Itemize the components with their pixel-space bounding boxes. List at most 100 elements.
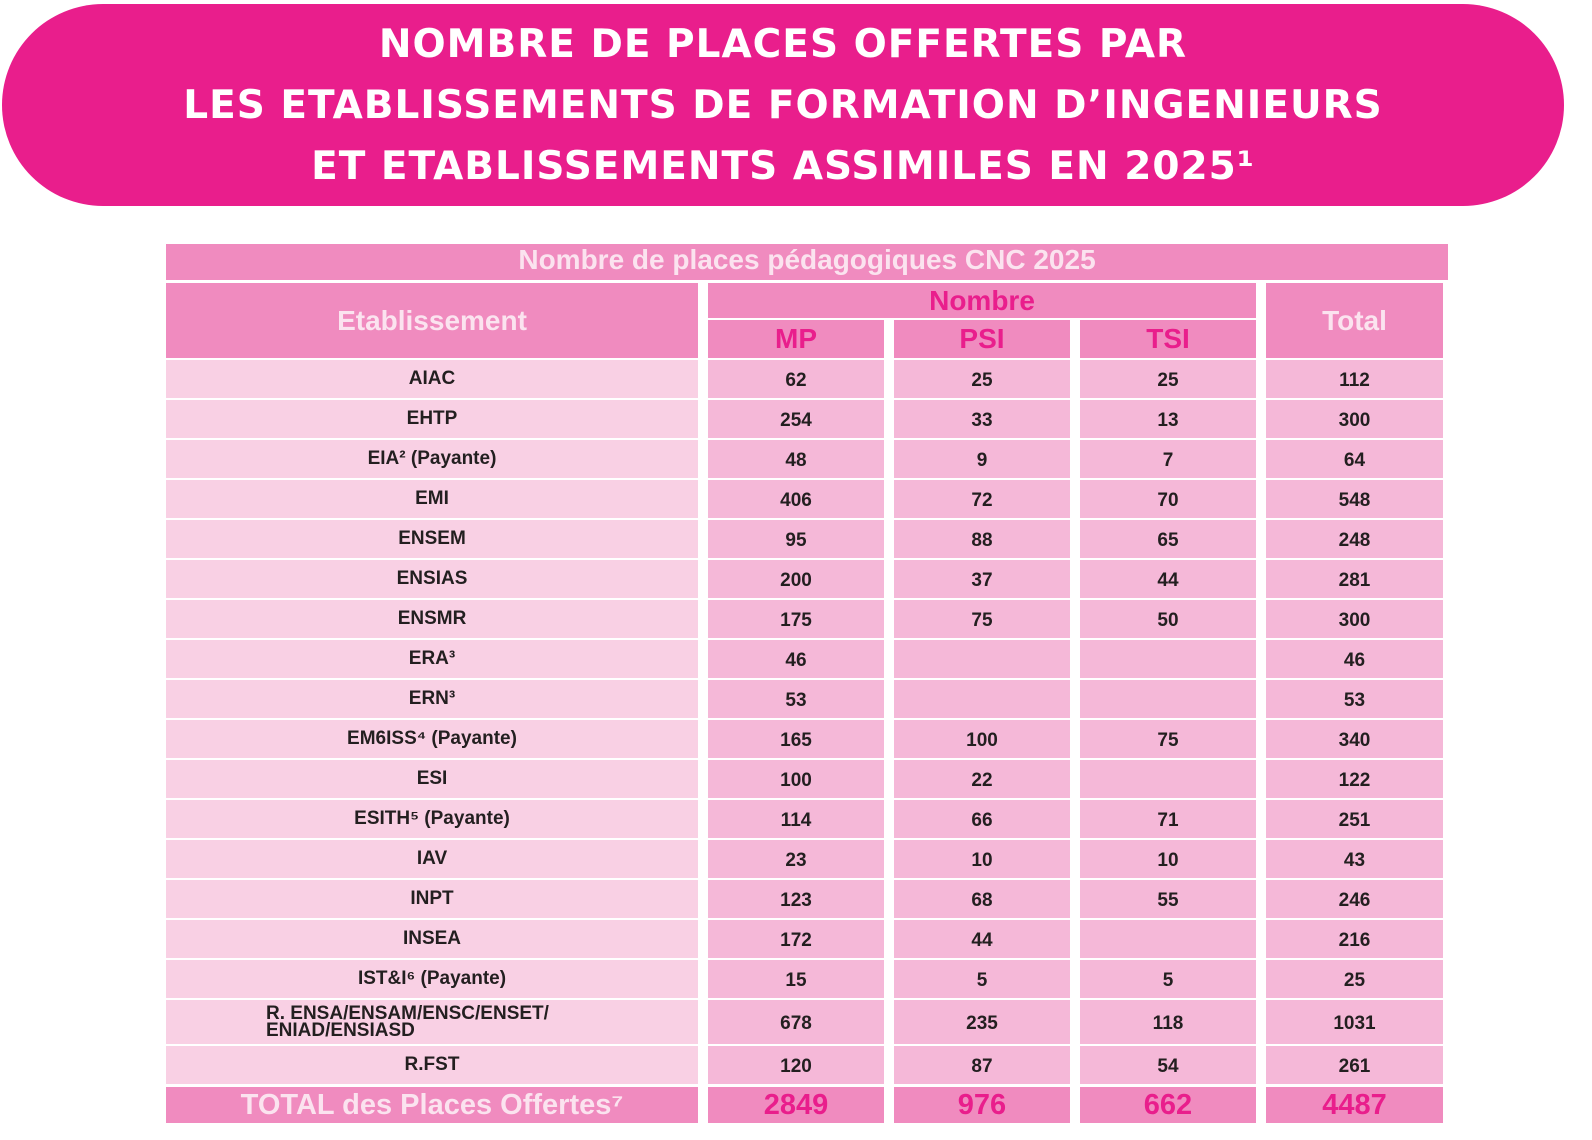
cell-mp: 165 bbox=[708, 720, 884, 758]
row-etablissement: IST&I⁶ (Payante) bbox=[166, 960, 698, 998]
total-row-name: TOTAL des Places Offertes⁷ bbox=[166, 1087, 698, 1123]
row-etablissement: ENSMR bbox=[166, 600, 698, 638]
cell-psi: 44 bbox=[894, 920, 1070, 958]
cell-tsi: 7 bbox=[1080, 440, 1256, 478]
cell-tsi bbox=[1080, 920, 1256, 958]
cell-tsi bbox=[1080, 680, 1256, 718]
cell-mp: 62 bbox=[708, 360, 884, 398]
cell-psi: 88 bbox=[894, 520, 1070, 558]
header-tsi: TSI bbox=[1080, 320, 1256, 358]
cell-psi: 33 bbox=[894, 400, 1070, 438]
total-row-tsi: 662 bbox=[1080, 1087, 1256, 1123]
cell-total: 25 bbox=[1266, 960, 1443, 998]
cell-total: 340 bbox=[1266, 720, 1443, 758]
cell-tsi: 75 bbox=[1080, 720, 1256, 758]
table-caption: Nombre de places pédagogiques CNC 2025 bbox=[166, 244, 1448, 280]
cell-tsi bbox=[1080, 760, 1256, 798]
cell-psi: 72 bbox=[894, 480, 1070, 518]
cell-psi bbox=[894, 680, 1070, 718]
header-mp: MP bbox=[708, 320, 884, 358]
cell-mp: 123 bbox=[708, 880, 884, 918]
table-grid: Etablissement Nombre Total MP PSI TSI AI… bbox=[166, 283, 1448, 1123]
cell-total: 1031 bbox=[1266, 1000, 1443, 1044]
cell-total: 112 bbox=[1266, 360, 1443, 398]
cell-total: 64 bbox=[1266, 440, 1443, 478]
cell-tsi: 10 bbox=[1080, 840, 1256, 878]
cell-tsi bbox=[1080, 640, 1256, 678]
row-etablissement: ERN³ bbox=[166, 680, 698, 718]
header-psi: PSI bbox=[894, 320, 1070, 358]
cell-psi: 68 bbox=[894, 880, 1070, 918]
cell-mp: 114 bbox=[708, 800, 884, 838]
cell-mp: 172 bbox=[708, 920, 884, 958]
title-banner: NOMBRE DE PLACES OFFERTES PAR LES ETABLI… bbox=[2, 4, 1564, 206]
cell-total: 300 bbox=[1266, 600, 1443, 638]
row-etablissement: IAV bbox=[166, 840, 698, 878]
cell-tsi: 55 bbox=[1080, 880, 1256, 918]
cell-tsi: 118 bbox=[1080, 1000, 1256, 1044]
cell-total: 122 bbox=[1266, 760, 1443, 798]
header-etablissement: Etablissement bbox=[166, 283, 698, 358]
cell-tsi: 5 bbox=[1080, 960, 1256, 998]
row-etablissement: EM6ISS⁴ (Payante) bbox=[166, 720, 698, 758]
cell-total: 300 bbox=[1266, 400, 1443, 438]
cell-tsi: 13 bbox=[1080, 400, 1256, 438]
row-etablissement: AIAC bbox=[166, 360, 698, 398]
row-etablissement: ENSIAS bbox=[166, 560, 698, 598]
cell-psi: 5 bbox=[894, 960, 1070, 998]
title-line-2: LES ETABLISSEMENTS DE FORMATION D’INGENI… bbox=[183, 82, 1383, 128]
row-etablissement: ESI bbox=[166, 760, 698, 798]
cell-total: 248 bbox=[1266, 520, 1443, 558]
row-etablissement: EMI bbox=[166, 480, 698, 518]
row-etablissement: INSEA bbox=[166, 920, 698, 958]
cell-mp: 48 bbox=[708, 440, 884, 478]
places-table: Nombre de places pédagogiques CNC 2025 E… bbox=[166, 244, 1448, 1123]
cell-mp: 23 bbox=[708, 840, 884, 878]
title-line-1: NOMBRE DE PLACES OFFERTES PAR bbox=[378, 21, 1188, 67]
cell-total: 53 bbox=[1266, 680, 1443, 718]
cell-total: 281 bbox=[1266, 560, 1443, 598]
cell-mp: 678 bbox=[708, 1000, 884, 1044]
cell-tsi: 25 bbox=[1080, 360, 1256, 398]
cell-tsi: 44 bbox=[1080, 560, 1256, 598]
cell-mp: 95 bbox=[708, 520, 884, 558]
cell-mp: 100 bbox=[708, 760, 884, 798]
cell-psi: 37 bbox=[894, 560, 1070, 598]
cell-psi: 9 bbox=[894, 440, 1070, 478]
cell-mp: 15 bbox=[708, 960, 884, 998]
cell-mp: 46 bbox=[708, 640, 884, 678]
row-etablissement: R. ENSA/ENSAM/ENSC/ENSET/ ENIAD/ENSIASD bbox=[166, 1000, 698, 1044]
cell-mp: 254 bbox=[708, 400, 884, 438]
row-etablissement: EIA² (Payante) bbox=[166, 440, 698, 478]
row-etablissement: ESITH⁵ (Payante) bbox=[166, 800, 698, 838]
cell-psi: 66 bbox=[894, 800, 1070, 838]
cell-total: 246 bbox=[1266, 880, 1443, 918]
cell-psi: 87 bbox=[894, 1046, 1070, 1084]
cell-psi: 10 bbox=[894, 840, 1070, 878]
cell-total: 46 bbox=[1266, 640, 1443, 678]
row-etablissement: EHTP bbox=[166, 400, 698, 438]
cell-psi: 22 bbox=[894, 760, 1070, 798]
cell-psi: 25 bbox=[894, 360, 1070, 398]
cell-mp: 175 bbox=[708, 600, 884, 638]
total-row-total: 4487 bbox=[1266, 1087, 1443, 1123]
cell-psi bbox=[894, 640, 1070, 678]
row-etablissement: ENSEM bbox=[166, 520, 698, 558]
cell-tsi: 71 bbox=[1080, 800, 1256, 838]
cell-tsi: 70 bbox=[1080, 480, 1256, 518]
cell-mp: 53 bbox=[708, 680, 884, 718]
header-nombre: Nombre bbox=[708, 283, 1256, 318]
total-row-psi: 976 bbox=[894, 1087, 1070, 1123]
cell-mp: 120 bbox=[708, 1046, 884, 1084]
cell-total: 216 bbox=[1266, 920, 1443, 958]
cell-psi: 235 bbox=[894, 1000, 1070, 1044]
cell-total: 261 bbox=[1266, 1046, 1443, 1084]
total-row-mp: 2849 bbox=[708, 1087, 884, 1123]
cell-tsi: 54 bbox=[1080, 1046, 1256, 1084]
header-total: Total bbox=[1266, 283, 1443, 358]
cell-psi: 100 bbox=[894, 720, 1070, 758]
cell-psi: 75 bbox=[894, 600, 1070, 638]
row-etablissement: R.FST bbox=[166, 1046, 698, 1084]
cell-tsi: 65 bbox=[1080, 520, 1256, 558]
cell-mp: 200 bbox=[708, 560, 884, 598]
